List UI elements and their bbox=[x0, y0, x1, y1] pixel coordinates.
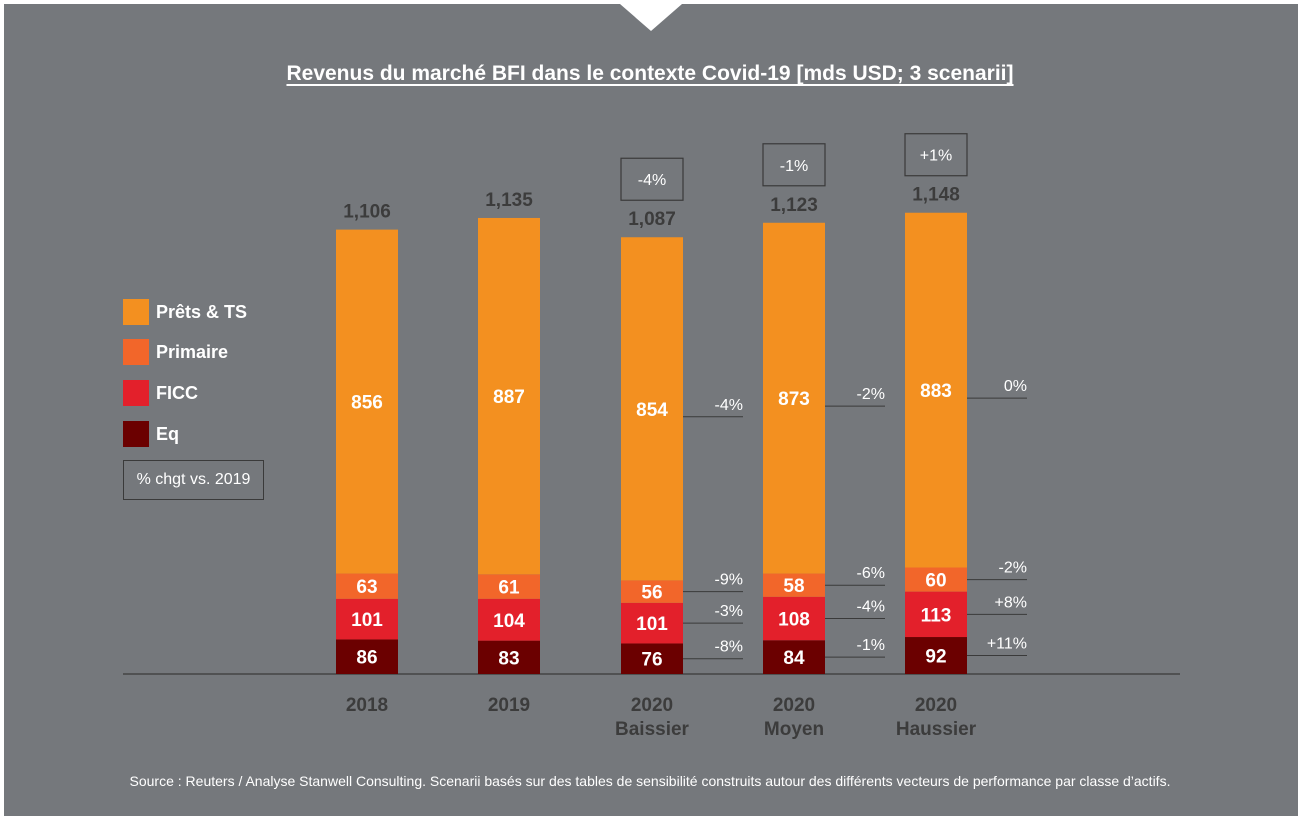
total-label: 1,135 bbox=[485, 190, 533, 211]
x-tick-label: 2019 bbox=[488, 695, 530, 716]
data-label: 108 bbox=[778, 610, 810, 631]
x-tick-label: Moyen bbox=[764, 719, 824, 740]
data-label: 61 bbox=[498, 578, 520, 599]
bar-primaire-1 bbox=[478, 574, 540, 599]
source-note: Source : Reuters / Analyse Stanwell Cons… bbox=[129, 773, 1171, 789]
data-label: 92 bbox=[925, 647, 946, 668]
bar-ficc-2 bbox=[621, 602, 683, 644]
data-label: 104 bbox=[493, 611, 525, 632]
total-label: 1,148 bbox=[912, 185, 960, 206]
segment-change-label: -2% bbox=[999, 560, 1027, 577]
data-label: 56 bbox=[641, 583, 662, 604]
data-label: 60 bbox=[925, 571, 946, 592]
legend-item-ficc: FICC bbox=[123, 380, 198, 406]
legend-label-primaire: Primaire bbox=[156, 341, 229, 362]
bar-primaire-2 bbox=[621, 580, 683, 603]
legend-item-primaire: Primaire bbox=[123, 339, 228, 365]
x-tick-label: 2020 bbox=[773, 695, 815, 716]
data-label: 58 bbox=[783, 576, 804, 597]
bar-eq-1 bbox=[478, 640, 540, 674]
segment-change-label: 0% bbox=[1004, 378, 1027, 395]
legend-item-eq: Eq bbox=[123, 421, 179, 447]
segment-change-label: -9% bbox=[715, 572, 743, 589]
bar-primaire-4 bbox=[905, 567, 967, 592]
data-label: 86 bbox=[356, 648, 377, 669]
segment-change-label: -1% bbox=[857, 637, 885, 654]
legend-label-eq: Eq bbox=[156, 423, 180, 444]
bar-ficc-4 bbox=[905, 591, 967, 638]
total-change-box bbox=[904, 133, 968, 177]
bar-eq-0 bbox=[336, 639, 398, 674]
data-label: 84 bbox=[783, 648, 805, 669]
top-notch bbox=[620, 4, 682, 31]
bar-pr-ts-ts-1 bbox=[478, 217, 540, 575]
total-change-label: -1% bbox=[780, 158, 808, 175]
legend-change-note: % chgt vs. 2019 bbox=[123, 460, 264, 500]
segment-change-label: +8% bbox=[995, 594, 1027, 611]
x-tick-label: 2018 bbox=[346, 695, 388, 716]
data-label: 856 bbox=[351, 393, 383, 414]
total-label: 1,087 bbox=[628, 209, 676, 230]
bar-pr-ts-ts-3 bbox=[763, 222, 825, 574]
total-change-label: -4% bbox=[638, 172, 666, 189]
data-label: 883 bbox=[920, 381, 952, 402]
legend-item-prets: Prêts & TS bbox=[123, 299, 247, 325]
segment-change-label: -4% bbox=[715, 397, 743, 414]
legend-label-ficc: FICC bbox=[156, 382, 198, 403]
bar-primaire-3 bbox=[763, 573, 825, 597]
data-label: 113 bbox=[921, 605, 952, 626]
x-tick-label: Haussier bbox=[896, 719, 977, 740]
total-label: 1,123 bbox=[770, 195, 818, 216]
segment-change-label: -3% bbox=[715, 603, 743, 620]
x-tick-label: Baissier bbox=[615, 719, 690, 740]
data-label: 873 bbox=[778, 389, 810, 410]
total-label: 1,106 bbox=[343, 202, 391, 223]
bar-ficc-3 bbox=[763, 596, 825, 641]
segment-change-label: -4% bbox=[857, 599, 885, 616]
data-label: 76 bbox=[641, 650, 662, 671]
segment-change-label: -2% bbox=[857, 386, 885, 403]
data-label: 63 bbox=[356, 577, 377, 598]
bar-primaire-0 bbox=[336, 573, 398, 599]
legend-swatch-eq bbox=[123, 421, 149, 447]
segment-change-label: +11% bbox=[987, 636, 1027, 653]
x-tick-label: 2020 bbox=[915, 695, 957, 716]
bar-eq-4 bbox=[905, 637, 967, 674]
legend-swatch-prets bbox=[123, 299, 149, 325]
legend-swatch-primaire bbox=[123, 339, 149, 365]
data-label: 854 bbox=[636, 400, 668, 421]
total-change-box bbox=[620, 157, 684, 201]
segment-change-label: -8% bbox=[715, 639, 743, 656]
chart-title: Revenus du marché BFI dans le contexte C… bbox=[286, 62, 1014, 85]
data-label: 83 bbox=[498, 648, 519, 669]
legend-label-prets: Prêts & TS bbox=[156, 301, 248, 322]
total-change-box bbox=[762, 143, 826, 187]
data-label: 101 bbox=[351, 610, 383, 631]
data-label: 887 bbox=[493, 387, 525, 408]
bar-pr-ts-ts-2 bbox=[621, 237, 683, 581]
bar-pr-ts-ts-4 bbox=[905, 212, 967, 568]
total-change-label: +1% bbox=[920, 148, 952, 165]
bar-ficc-1 bbox=[478, 598, 540, 641]
segment-change-label: -6% bbox=[857, 565, 885, 582]
bar-ficc-0 bbox=[336, 598, 398, 640]
data-label: 101 bbox=[636, 614, 668, 635]
bar-pr-ts-ts-0 bbox=[336, 229, 398, 574]
x-tick-label: 2020 bbox=[631, 695, 673, 716]
legend-swatch-ficc bbox=[123, 380, 149, 406]
bar-eq-3 bbox=[763, 640, 825, 674]
bar-eq-2 bbox=[621, 643, 683, 674]
